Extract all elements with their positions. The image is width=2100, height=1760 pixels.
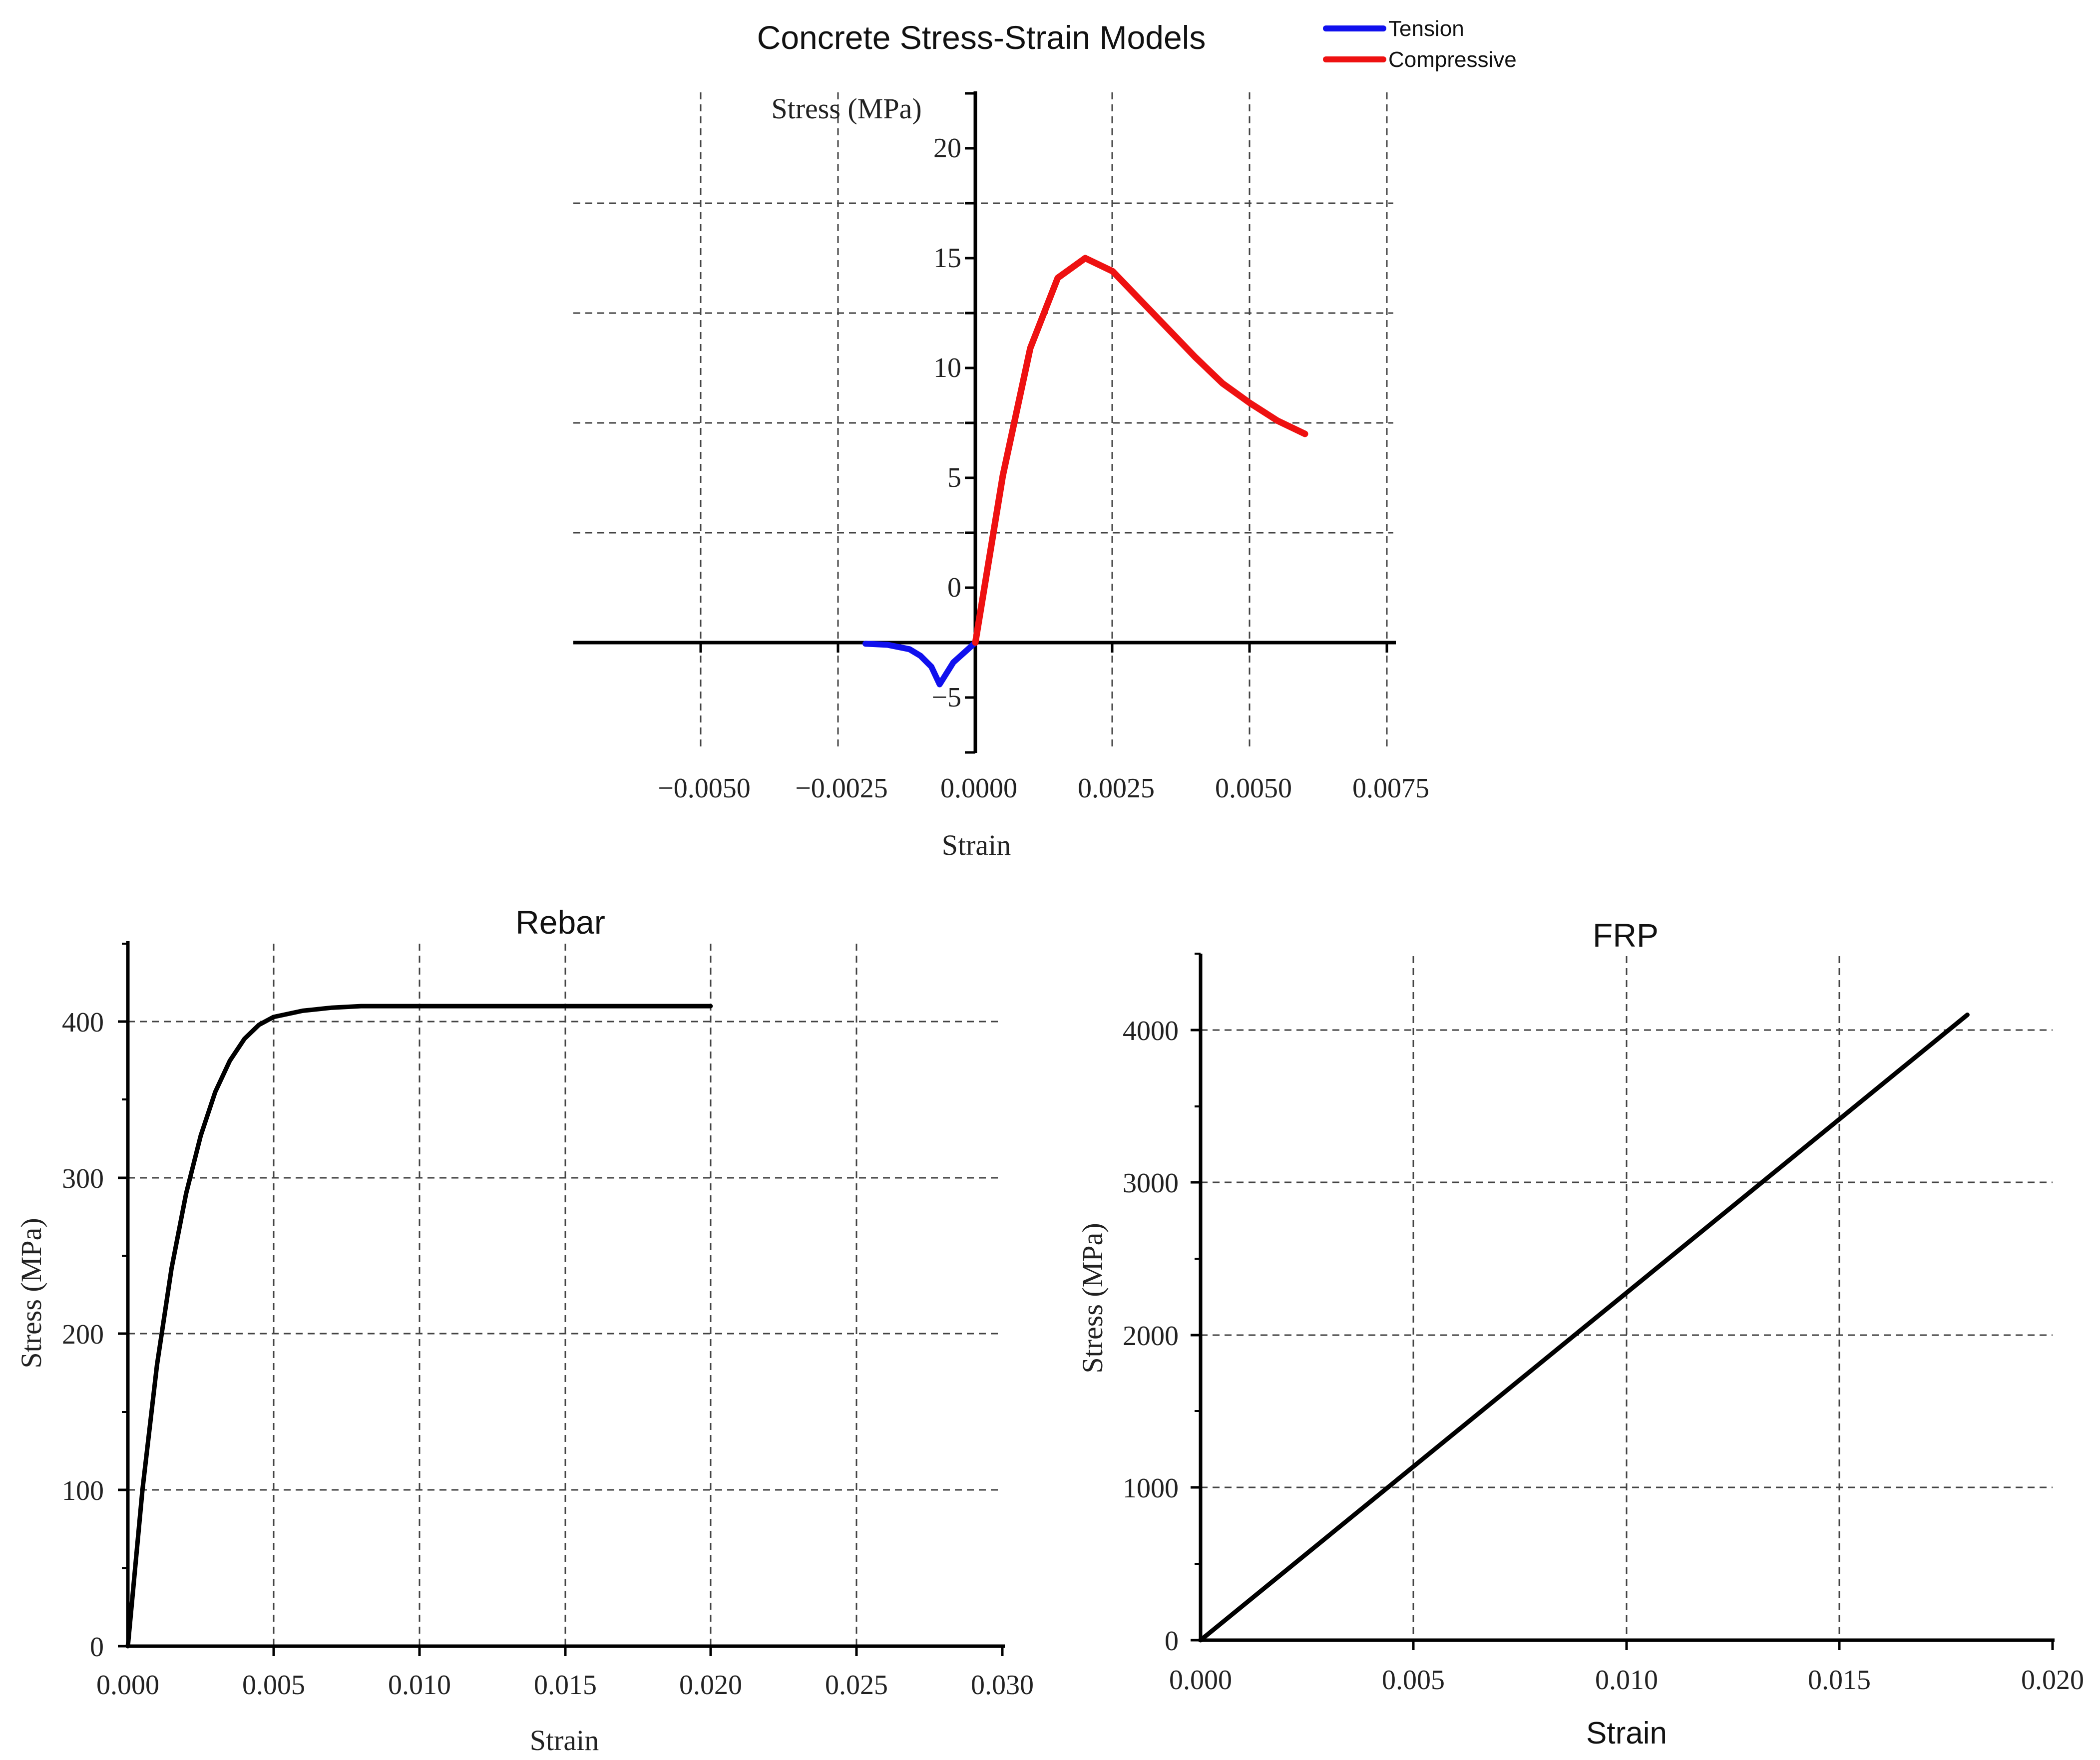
rebar-chart-title: Rebar (515, 904, 605, 941)
frp-x-tick-label: 0.010 (1595, 1665, 1658, 1696)
concrete-x-tick-label: 0.0000 (940, 773, 1017, 804)
rebar-y-tick-label: 100 (62, 1475, 104, 1506)
frp-x-tick-labels: 0.000 0.005 0.010 0.015 0.020 (1169, 1665, 2084, 1696)
frp-y-tick-label: 4000 (1123, 1016, 1179, 1047)
rebar-x-tick-label: 0.025 (825, 1670, 888, 1701)
frp-x-tick-label: 0.020 (2021, 1665, 2084, 1696)
frp-y-tick-label: 0 (1165, 1626, 1179, 1657)
rebar-x-ticks (272, 1646, 1004, 1656)
rebar-y-tick-labels: 0 100 200 300 400 (62, 1007, 104, 1663)
concrete-x-axis-title: Strain (942, 829, 1011, 861)
frp-grid (1201, 956, 2053, 1640)
concrete-x-tick-label: 0.0025 (1078, 773, 1155, 804)
frp-x-tick-label: 0.000 (1169, 1665, 1232, 1696)
rebar-x-tick-labels: 0.000 0.005 0.010 0.015 0.020 0.025 0.03… (96, 1670, 1034, 1701)
rebar-x-tick-label: 0.000 (96, 1670, 159, 1701)
legend-label-tension: Tension (1388, 16, 1464, 41)
concrete-legend: Tension Compressive (1323, 16, 1517, 72)
concrete-y-tick-label: 15 (933, 243, 961, 274)
rebar-y-tick-label: 200 (62, 1319, 104, 1350)
concrete-y-tick-label: −5 (931, 682, 961, 713)
concrete-tension-series-line (862, 640, 978, 688)
frp-y-tick-label: 2000 (1123, 1321, 1179, 1352)
frp-chart: FRP (1076, 917, 2084, 1751)
concrete-chart: Concrete Stress-Strain Models Tension Co… (573, 16, 1517, 861)
frp-y-axis-title: Stress (MPa) (1076, 1223, 1109, 1373)
concrete-x-tick-label: −0.0050 (658, 773, 751, 804)
frp-x-axis-title: Strain (1586, 1716, 1667, 1751)
frp-stress-strain-line (1198, 1013, 1970, 1643)
rebar-chart: Rebar (15, 904, 1034, 1757)
concrete-x-tick-labels: −0.0050 −0.0025 0.0000 0.0025 0.0050 0.0… (658, 773, 1429, 804)
frp-y-tick-label: 1000 (1123, 1473, 1179, 1504)
frp-y-tick-label: 3000 (1123, 1168, 1179, 1199)
frp-x-tick-label: 0.005 (1382, 1665, 1445, 1696)
rebar-y-tick-label: 0 (90, 1632, 104, 1663)
concrete-y-tick-label: 10 (933, 352, 961, 383)
legend-label-compressive: Compressive (1388, 47, 1517, 72)
concrete-y-tick-label: 20 (933, 133, 961, 164)
rebar-x-tick-label: 0.015 (534, 1670, 597, 1701)
concrete-y-tick-label: 5 (947, 462, 961, 493)
rebar-grid (128, 944, 1002, 1646)
concrete-chart-title: Concrete Stress-Strain Models (757, 19, 1206, 56)
concrete-x-tick-label: −0.0025 (795, 773, 888, 804)
concrete-x-ticks (699, 643, 1388, 653)
rebar-x-axis-title: Strain (530, 1724, 599, 1757)
rebar-y-tick-label: 400 (62, 1007, 104, 1038)
concrete-x-tick-label: 0.0050 (1215, 773, 1292, 804)
rebar-x-tick-label: 0.010 (388, 1670, 451, 1701)
concrete-y-tick-label: 0 (947, 572, 961, 603)
rebar-x-tick-label: 0.030 (971, 1670, 1034, 1701)
concrete-compressive-series-line (972, 255, 1308, 646)
frp-x-ticks (1412, 1640, 2054, 1650)
rebar-y-axis-title: Stress (MPa) (15, 1218, 47, 1368)
frp-chart-title: FRP (1593, 917, 1659, 954)
frp-x-tick-label: 0.015 (1808, 1665, 1871, 1696)
rebar-x-tick-label: 0.020 (679, 1670, 742, 1701)
concrete-grid (573, 92, 1393, 751)
concrete-x-tick-label: 0.0075 (1352, 773, 1429, 804)
concrete-y-axis-title: Stress (MPa) (771, 92, 921, 125)
concrete-y-ticks (965, 92, 975, 754)
rebar-stress-strain-line (125, 1004, 713, 1649)
frp-y-tick-labels: 0 1000 2000 3000 4000 (1123, 1016, 1179, 1657)
concrete-y-tick-labels: −5 0 5 10 15 20 (931, 133, 961, 713)
rebar-x-tick-label: 0.005 (242, 1670, 305, 1701)
rebar-y-tick-label: 300 (62, 1163, 104, 1194)
